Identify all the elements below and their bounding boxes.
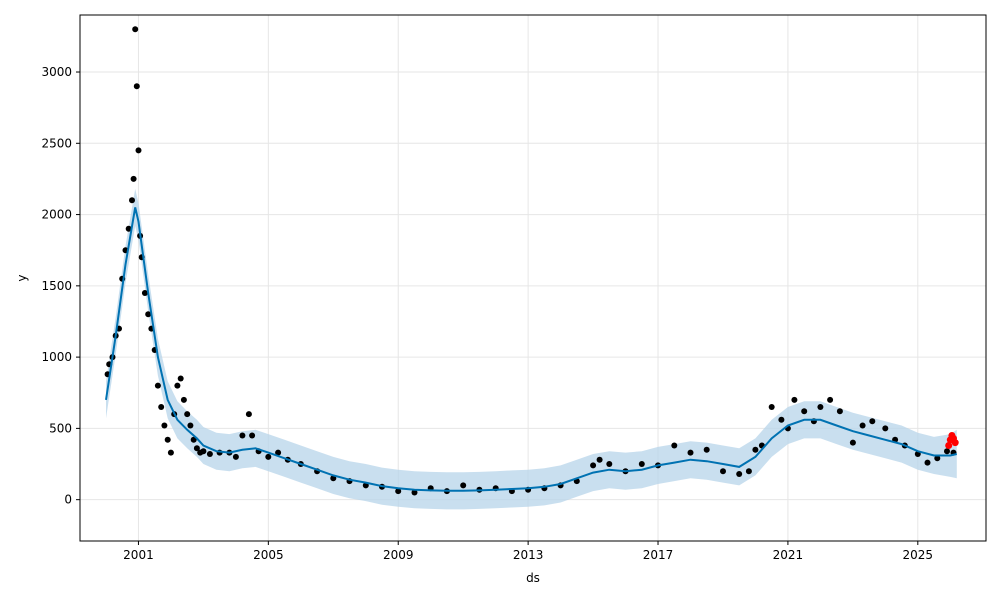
observed-point [135,147,142,154]
observed-point [249,432,256,439]
observed-point [934,455,941,462]
observed-point [720,468,726,475]
y-tick-label: 0 [64,493,72,507]
y-tick-label: 2500 [41,136,72,150]
y-axis-label: y [15,274,29,281]
observed-point [778,416,785,423]
x-tick-label: 2001 [123,548,154,562]
uncertainty-band-layer [106,188,957,510]
observed-point [190,436,197,443]
observed-point [180,396,187,403]
observed-point [133,83,140,90]
uncertainty-band [106,188,957,510]
observed-point [395,488,402,495]
x-tick-layer: 2001 2005 2009 2013 2017 2021 2025 [123,541,933,562]
observed-point [411,489,418,496]
grid-layer [80,15,986,541]
observed-point [145,311,152,318]
observed-point [671,442,678,449]
observed-point [801,408,808,415]
observed-point [132,26,139,33]
observed-point [232,453,239,460]
recent-points-layer [945,432,959,449]
observed-point [154,382,161,389]
observed-point [193,445,200,452]
observed-point [158,404,165,410]
y-tick-layer: 0 500 1000 1500 2000 2500 3000 [41,65,80,507]
y-tick-label: 500 [49,421,72,435]
observed-point [703,446,710,453]
observed-point [265,453,272,460]
forecast-line-layer [105,207,958,492]
observed-point [736,471,743,477]
observed-point [924,459,931,466]
observed-point [125,225,132,232]
observed-point [638,461,645,467]
observed-point [849,439,856,446]
observed-point [130,175,137,182]
observed-point [239,432,246,439]
observed-point [164,436,171,443]
observed-point [859,422,866,429]
observed-point [200,448,207,455]
observed-point [752,446,759,453]
x-tick-label: 2021 [773,548,804,562]
observed-point [869,418,876,425]
recent-point [951,439,959,447]
observed-point [882,425,889,432]
observed-point [768,404,775,410]
observed-point [177,375,184,382]
x-tick-label: 2025 [903,548,934,562]
x-tick-label: 2009 [383,548,414,562]
x-tick-label: 2013 [513,548,544,562]
observed-point [141,290,148,296]
observed-point [596,456,603,463]
x-axis-label: ds [526,571,540,585]
observed-point [161,422,168,429]
observed-point [791,396,798,403]
observed-point [184,411,191,418]
observed-point [944,448,950,455]
observed-point [590,462,597,469]
x-tick-label: 2017 [643,548,674,562]
observed-point [827,396,834,403]
plot-frame [79,14,987,542]
observed-point [245,411,252,418]
observed-point [460,482,467,489]
observed-point [167,449,174,456]
y-tick-label: 1000 [41,350,72,364]
observed-point [129,197,135,204]
observed-point [836,408,843,415]
observed-point [206,451,213,457]
observed-point [275,449,282,456]
y-tick-label: 2000 [41,208,72,222]
forecast-line [105,207,958,492]
y-tick-label: 3000 [41,65,72,79]
observed-point [187,422,194,429]
observed-point [745,468,752,475]
recent-point [945,442,953,449]
observed-point [687,449,694,456]
observed-point [817,404,824,410]
observed-point [174,382,181,389]
x-tick-label: 2005 [253,548,284,562]
y-tick-label: 1500 [41,279,72,293]
observed-point [606,461,613,467]
